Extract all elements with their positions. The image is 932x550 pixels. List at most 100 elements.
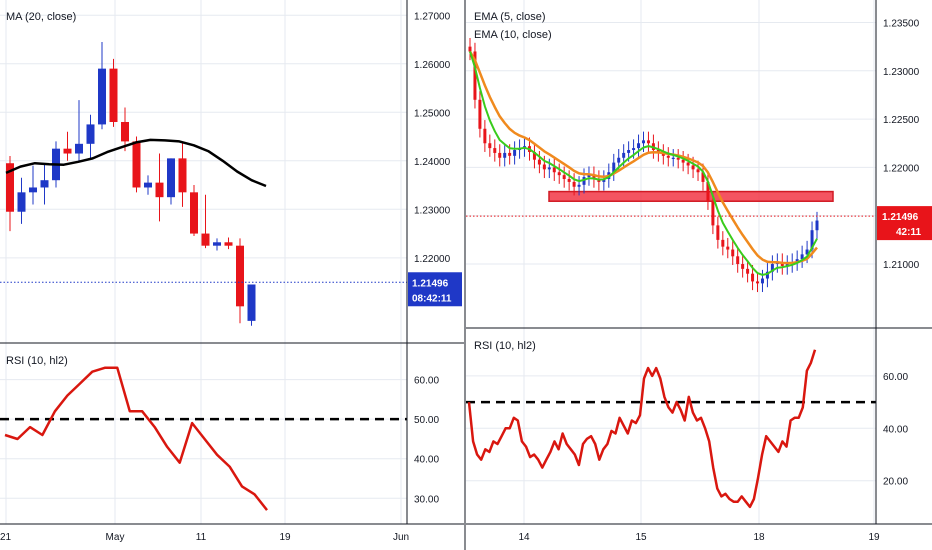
left-grid: [0, 0, 407, 524]
candle-body: [711, 201, 715, 226]
last-price-value: 1.21496: [412, 278, 449, 289]
candle-body: [144, 182, 152, 188]
price-tick-label: 1.25000: [414, 108, 451, 119]
candle-body: [513, 150, 517, 156]
last-price-lines: [0, 215, 876, 283]
price-tick-label: 1.22000: [883, 163, 920, 174]
candle-body: [756, 281, 760, 284]
candle-body: [701, 172, 705, 182]
right-ema-lines: [468, 50, 818, 276]
rsi-tick-label: 60.00: [883, 372, 908, 383]
candle-body: [577, 184, 581, 187]
price-tick-label: 1.22000: [414, 254, 451, 265]
candle-body: [731, 249, 735, 257]
candle-body: [810, 230, 814, 250]
candle-body: [760, 278, 764, 284]
candle-body: [646, 140, 650, 144]
right-rsi-panel: [466, 349, 876, 509]
candle-body: [785, 264, 789, 266]
resistance-zone: [548, 190, 834, 202]
candle-body: [582, 177, 586, 185]
candle-body: [805, 249, 809, 255]
time-tick-label: 15: [635, 532, 647, 543]
candle-body: [746, 268, 750, 274]
candle-body: [86, 124, 95, 144]
candle-body: [751, 273, 755, 282]
resistance-zone-layer: [548, 190, 834, 202]
candle-body: [98, 68, 106, 125]
right-grid: [466, 0, 876, 524]
candle-body: [473, 51, 477, 100]
candle-body: [75, 143, 83, 154]
right-rsi-label: RSI (10, hl2): [474, 340, 536, 352]
candle-body: [6, 163, 14, 212]
candle-body: [155, 182, 164, 198]
price-tick-label: 1.22500: [883, 115, 920, 126]
candle-body: [696, 169, 700, 173]
left-price-tags: 1.21496 08:42:11: [408, 272, 462, 307]
candle-body: [567, 179, 571, 182]
ema5-line: [469, 51, 818, 276]
time-tick-label: 11: [196, 532, 207, 543]
left-rsi-ticks: 60.00 50.00 40.00 30.00: [414, 376, 439, 506]
candle-body: [642, 140, 645, 144]
candle-body: [622, 152, 626, 158]
candle-body: [572, 181, 576, 187]
candle-body: [542, 164, 546, 170]
candle-body: [736, 256, 740, 265]
right-ema5-label: EMA (5, close): [474, 11, 546, 23]
price-tick-label: 1.21000: [883, 260, 920, 271]
candle-body: [167, 158, 175, 198]
time-tick-label: 19: [279, 532, 291, 543]
candle-body: [592, 175, 596, 180]
candle-body: [800, 254, 804, 260]
candle-body: [691, 165, 695, 170]
candle-body: [562, 175, 566, 180]
time-tick-label: Jun: [393, 532, 409, 543]
rsi-tick-label: 20.00: [883, 477, 908, 488]
time-tick-label: 18: [753, 532, 765, 543]
candle-body: [537, 159, 541, 165]
rsi-line: [4, 366, 268, 511]
rsi-tick-label: 30.00: [414, 494, 439, 505]
candle-body: [632, 148, 636, 151]
candle-body: [508, 152, 512, 156]
candle-body: [612, 162, 616, 173]
time-tick-label: 19: [868, 532, 880, 543]
price-tick-label: 1.27000: [414, 11, 451, 22]
price-tick-label: 1.23000: [883, 67, 920, 78]
left-candles: [6, 41, 256, 326]
right-time-ticks: 14 15 18 19: [518, 532, 880, 543]
candle-body: [627, 150, 631, 153]
candle-body: [726, 246, 730, 250]
candle-body: [716, 225, 720, 240]
right-candles: [468, 37, 819, 293]
right-ema10-label: EMA (10, close): [474, 29, 552, 41]
candle-body: [247, 284, 256, 321]
last-price-value: 1.21496: [882, 212, 919, 223]
candle-body: [178, 158, 187, 193]
candle-body: [721, 239, 725, 247]
bar-countdown: 42:11: [896, 227, 921, 238]
last-price-tag: [408, 272, 462, 307]
candle-body: [617, 157, 621, 163]
candle-body: [637, 143, 641, 149]
candle-body: [765, 271, 769, 279]
candle-body: [686, 162, 690, 166]
candle-body: [224, 242, 233, 246]
candle-body: [532, 151, 536, 160]
time-tick-label: 21: [0, 532, 12, 543]
rsi-tick-label: 40.00: [414, 455, 439, 466]
candle-body: [676, 157, 680, 160]
candle-body: [671, 157, 675, 159]
right-rsi-ticks: 60.00 40.00 20.00: [883, 372, 908, 488]
candle-body: [815, 220, 819, 231]
right-price-tags: 1.21496 42:11: [877, 206, 932, 241]
price-tick-label: 1.23000: [414, 205, 451, 216]
left-rsi-panel: [0, 366, 407, 511]
candle-body: [468, 46, 472, 52]
candle-body: [201, 233, 210, 246]
rsi-tick-label: 50.00: [414, 415, 439, 426]
candle-body: [29, 187, 37, 193]
rsi-tick-label: 60.00: [414, 376, 439, 387]
